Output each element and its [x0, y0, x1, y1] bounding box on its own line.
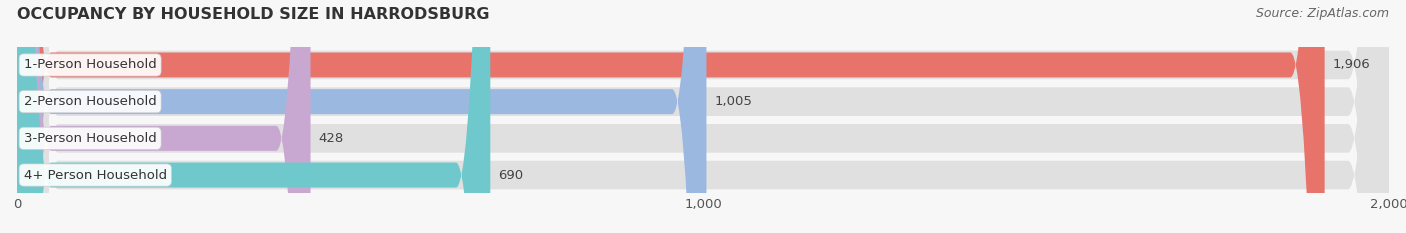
FancyBboxPatch shape [17, 0, 1389, 233]
FancyBboxPatch shape [17, 0, 1389, 233]
Text: 690: 690 [499, 168, 523, 182]
FancyBboxPatch shape [17, 0, 311, 233]
Text: OCCUPANCY BY HOUSEHOLD SIZE IN HARRODSBURG: OCCUPANCY BY HOUSEHOLD SIZE IN HARRODSBU… [17, 7, 489, 22]
Text: 2-Person Household: 2-Person Household [24, 95, 156, 108]
Text: 1-Person Household: 1-Person Household [24, 58, 156, 72]
Text: 428: 428 [319, 132, 344, 145]
FancyBboxPatch shape [17, 0, 1389, 233]
FancyBboxPatch shape [17, 0, 491, 233]
Text: 1,005: 1,005 [714, 95, 752, 108]
Text: 3-Person Household: 3-Person Household [24, 132, 156, 145]
Text: 1,906: 1,906 [1333, 58, 1371, 72]
FancyBboxPatch shape [17, 0, 706, 233]
FancyBboxPatch shape [17, 0, 1389, 233]
Text: Source: ZipAtlas.com: Source: ZipAtlas.com [1256, 7, 1389, 20]
FancyBboxPatch shape [17, 0, 1324, 233]
Text: 4+ Person Household: 4+ Person Household [24, 168, 167, 182]
